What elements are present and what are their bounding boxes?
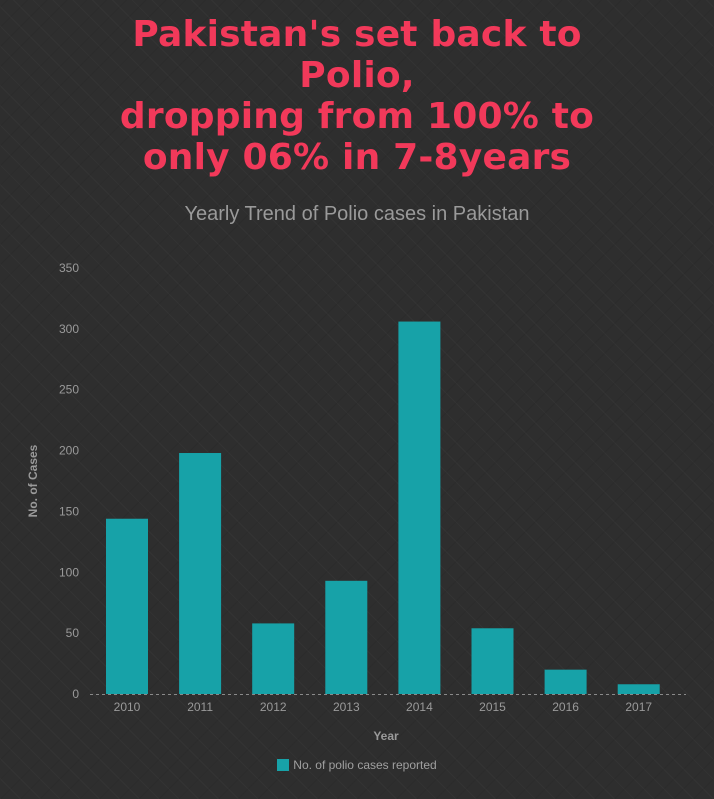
y-axis-ticks: 0 50 100 150 200 250 300 350 (59, 261, 79, 701)
legend-swatch (277, 759, 290, 771)
bar[interactable] (398, 321, 441, 694)
x-tick-label: 2011 (187, 700, 213, 714)
bar[interactable] (325, 580, 368, 694)
bar[interactable] (252, 623, 295, 694)
bar[interactable] (179, 453, 222, 694)
headline-line-2: Polio, (299, 55, 415, 96)
y-tick-label: 100 (59, 565, 79, 579)
y-tick-label: 250 (59, 383, 79, 397)
x-axis-ticks: 2010 2011 2012 2013 2014 2015 2016 2017 (114, 700, 653, 714)
y-tick-label: 300 (59, 322, 79, 336)
x-tick-label: 2010 (114, 700, 141, 714)
headline-line-4: only 06% in 7-8years (142, 137, 572, 178)
headline-line-1: Pakistan's set back to (132, 14, 582, 55)
headline: Pakistan's set back to Polio, dropping f… (0, 14, 714, 178)
x-tick-label: 2013 (333, 700, 360, 714)
chart-title: Yearly Trend of Polio cases in Pakistan (184, 203, 530, 225)
legend: No. of polio cases reported (0, 758, 714, 772)
y-tick-label: 200 (59, 444, 79, 458)
y-tick-label: 50 (66, 626, 80, 640)
bar-series (106, 321, 660, 694)
y-axis-label: No. of Cases (26, 444, 40, 517)
x-tick-label: 2017 (625, 700, 652, 714)
bar[interactable] (471, 628, 514, 694)
bar[interactable] (617, 684, 660, 694)
headline-line-3: dropping from 100% to (119, 96, 595, 137)
y-tick-label: 350 (59, 261, 79, 275)
bar[interactable] (106, 518, 148, 694)
x-tick-label: 2014 (406, 700, 433, 714)
y-tick-label: 0 (72, 687, 79, 701)
x-axis-label: Year (373, 729, 399, 743)
y-tick-label: 150 (59, 504, 79, 518)
x-tick-label: 2016 (552, 700, 579, 714)
legend-label: No. of polio cases reported (293, 758, 437, 772)
x-tick-label: 2015 (479, 700, 506, 714)
x-tick-label: 2012 (260, 700, 287, 714)
bar[interactable] (544, 669, 587, 694)
